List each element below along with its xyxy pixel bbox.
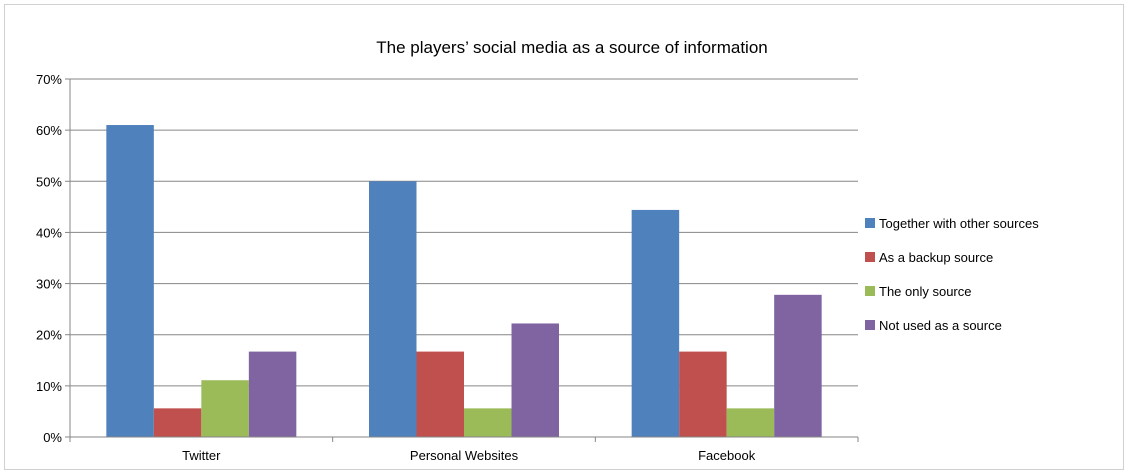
gridlines [70,78,858,387]
bar-1-2 [679,351,727,437]
legend-label: As a backup source [879,250,993,265]
y-tick-label: 60% [36,123,62,138]
bar-3-2 [774,294,822,437]
bar-2-2 [726,408,775,437]
y-axis-ticks: 0% 10% 20% 30% 40% 50% 60% 70% [36,72,70,445]
bar-0-0 [106,125,154,438]
bars [106,125,822,438]
bar-2-1 [464,408,512,437]
chart-title: The players’ social media as a source of… [376,38,768,57]
y-tick-label: 30% [36,277,62,292]
legend: Together with other sources As a backup s… [865,216,1039,333]
bar-1-0 [153,408,202,437]
legend-label: The only source [879,284,972,299]
legend-label: Not used as a source [879,318,1002,333]
bar-0-2 [631,209,680,437]
legend-swatch [865,252,875,262]
axes [69,79,859,442]
x-category-label: Facebook [698,448,756,463]
y-tick-label: 40% [36,225,62,240]
bar-0-1 [369,181,417,437]
legend-swatch [865,286,875,296]
y-tick-label: 20% [36,328,62,343]
bar-1-1 [416,351,464,437]
bar-3-0 [248,351,297,437]
bar-2-0 [201,380,249,437]
bar-3-1 [511,323,559,437]
legend-swatch [865,218,875,228]
x-category-label: Twitter [182,448,221,463]
legend-swatch [865,320,875,330]
y-tick-label: 10% [36,379,62,394]
y-tick-label: 50% [36,174,62,189]
category-labels: Twitter Personal Websites Facebook [182,448,756,463]
y-tick-label: 0% [43,430,62,445]
chart-frame [4,4,1124,470]
x-category-label: Personal Websites [410,448,519,463]
legend-label: Together with other sources [879,216,1039,231]
y-tick-label: 70% [36,72,62,87]
